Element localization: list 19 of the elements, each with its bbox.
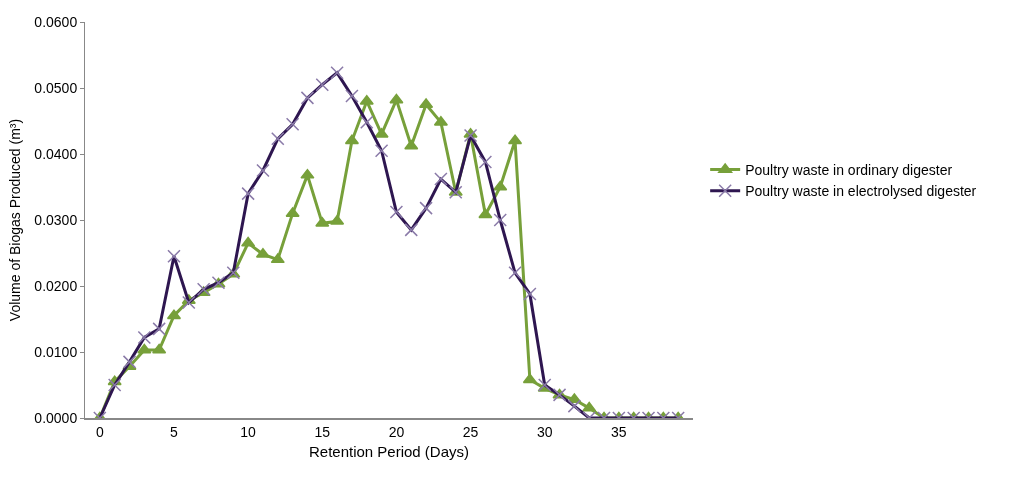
y-axis-title: Volume of Biogas Produced (m³) [6, 118, 23, 322]
legend-label: Poultry waste in electrolysed digester [745, 183, 977, 200]
x-tick-label: 10 [240, 423, 257, 440]
y-tick-label: 0.0000 [34, 409, 78, 426]
x-tick-label: 25 [462, 423, 479, 440]
legend-label: Poultry waste in ordinary digester [745, 161, 953, 178]
y-tick-label: 0.0200 [34, 277, 78, 294]
x-tick-label: 5 [170, 423, 179, 440]
y-tick-label: 0.0500 [34, 79, 78, 96]
x-tick-label: 15 [314, 423, 331, 440]
y-tick-label: 0.0300 [34, 211, 78, 228]
y-tick-label: 0.0600 [34, 13, 78, 30]
x-tick-label: 20 [388, 423, 405, 440]
y-tick-label: 0.0100 [34, 343, 78, 360]
x-tick-label: 0 [95, 423, 104, 440]
x-tick-label: 30 [536, 423, 553, 440]
y-tick-label: 0.0400 [34, 145, 78, 162]
x-tick-label: 35 [611, 423, 627, 440]
x-axis-title: Retention Period (Days) [308, 443, 470, 461]
